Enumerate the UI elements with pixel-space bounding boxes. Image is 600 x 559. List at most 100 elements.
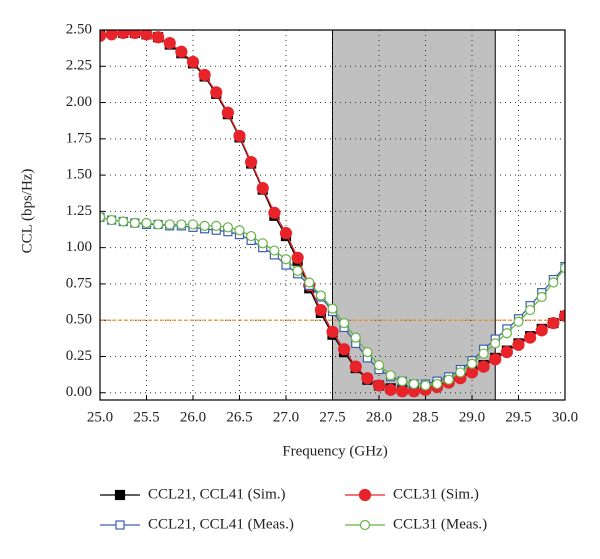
marker	[141, 217, 152, 229]
marker	[339, 317, 350, 329]
marker	[443, 374, 454, 385]
series	[100, 212, 565, 391]
marker	[233, 129, 246, 143]
marker	[327, 303, 338, 314]
legend-marker	[114, 489, 126, 501]
legend-label: CCL31 (Sim.)	[393, 486, 479, 502]
y-tick-label: 1.50	[66, 167, 92, 183]
plot-frame	[99, 29, 566, 401]
marker	[513, 316, 524, 327]
marker	[362, 347, 373, 358]
marker	[106, 214, 117, 226]
marker	[501, 328, 512, 339]
marker	[535, 324, 548, 337]
marker	[153, 219, 164, 230]
marker	[490, 338, 501, 349]
x-tick-label: 29.5	[505, 409, 531, 425]
marker	[384, 383, 397, 396]
x-tick-label: 30.0	[552, 409, 578, 425]
marker	[315, 290, 326, 301]
marker	[128, 30, 141, 40]
x-tick-label: 29.0	[459, 409, 485, 425]
marker	[279, 227, 293, 240]
marker	[420, 380, 431, 391]
marker	[558, 309, 565, 322]
y-tick-label: 1.25	[66, 203, 92, 219]
marker	[256, 182, 269, 195]
marker	[246, 230, 257, 242]
marker	[350, 332, 361, 343]
x-tick-label: 28.0	[366, 409, 392, 425]
marker	[186, 55, 200, 69]
marker	[163, 36, 176, 50]
marker	[175, 45, 188, 58]
marker	[477, 360, 490, 373]
y-tick-label: 2.50	[66, 21, 92, 37]
marker	[257, 238, 268, 249]
marker	[117, 30, 130, 40]
y-tick-label: 2.00	[66, 94, 92, 110]
marker	[118, 216, 129, 227]
marker	[280, 254, 292, 265]
x-tick-label: 27.0	[273, 409, 299, 425]
marker	[245, 155, 258, 169]
marker	[547, 316, 560, 330]
marker	[536, 291, 547, 303]
y-tick-label: 2.25	[66, 58, 92, 74]
marker	[466, 358, 478, 369]
y-tick-label: 1.00	[66, 239, 92, 255]
marker	[100, 30, 107, 42]
marker	[489, 353, 502, 366]
marker	[559, 262, 565, 274]
marker	[385, 370, 396, 381]
x-tick-label: 27.5	[319, 409, 345, 425]
marker	[373, 360, 385, 371]
legend-label: CCL21, CCL41 (Sim.)	[148, 486, 286, 502]
x-tick-label: 26.0	[180, 409, 206, 425]
marker	[211, 220, 222, 231]
marker	[199, 220, 210, 231]
x-tick-label: 25.0	[87, 409, 113, 425]
marker	[304, 277, 315, 288]
x-tick-label: 25.5	[133, 409, 159, 425]
y-axis-label: CCL (bps/Hz)	[19, 169, 35, 254]
y-tick-label: 1.75	[66, 130, 92, 146]
marker	[349, 360, 362, 373]
y-tick-label: 0.50	[66, 312, 92, 328]
marker	[396, 385, 409, 398]
marker	[432, 378, 443, 390]
y-tick-label: 0.25	[66, 348, 92, 364]
marker	[372, 379, 386, 392]
marker	[198, 68, 211, 82]
marker	[129, 217, 140, 229]
marker	[361, 372, 374, 385]
marker	[326, 325, 339, 338]
marker	[268, 206, 281, 219]
marker	[222, 222, 233, 233]
marker	[397, 376, 408, 387]
marker	[164, 219, 175, 230]
marker	[338, 343, 351, 356]
marker	[221, 106, 234, 119]
legend-marker	[359, 519, 371, 531]
marker	[512, 338, 525, 351]
marker	[525, 304, 536, 316]
marker	[291, 251, 304, 264]
marker	[455, 367, 466, 378]
legend-label: CCL21, CCL41 (Meas.)	[148, 516, 294, 532]
marker	[152, 31, 165, 44]
y-tick-label: 0.00	[66, 384, 92, 400]
marker	[105, 30, 118, 41]
x-tick-label: 28.5	[412, 409, 438, 425]
marker	[269, 245, 280, 256]
marker	[292, 265, 303, 276]
legend-marker	[358, 488, 372, 502]
series	[100, 30, 565, 398]
legend-marker	[115, 520, 125, 530]
x-axis-label: Frequency (GHz)	[282, 443, 387, 459]
marker	[478, 348, 489, 359]
marker	[314, 303, 327, 317]
marker	[140, 30, 153, 41]
marker	[210, 86, 223, 99]
